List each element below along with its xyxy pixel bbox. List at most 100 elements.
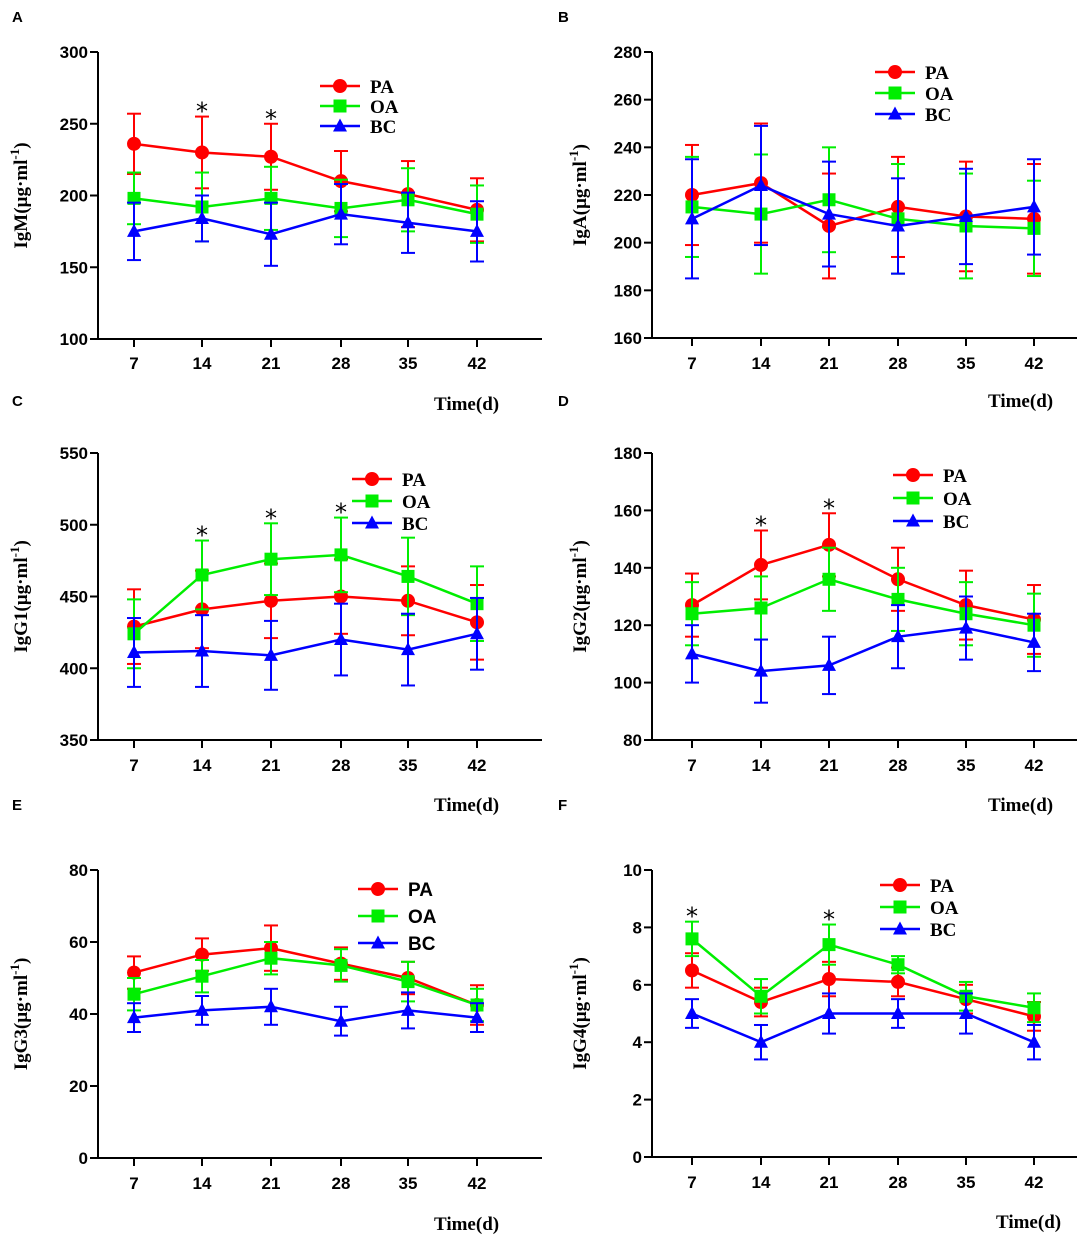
y-axis-title-sup: -1: [7, 149, 22, 160]
y-axis-title-close: ): [11, 540, 32, 546]
y-tick-label: 0: [79, 1149, 88, 1168]
y-tick-label: 100: [614, 674, 642, 693]
data-point: [127, 1010, 141, 1024]
data-point: [401, 569, 415, 583]
y-axis-title-sup: -1: [566, 150, 581, 161]
data-point: [334, 206, 348, 220]
data-point: [127, 987, 141, 1001]
y-axis-title-close: ): [570, 957, 591, 963]
x-axis-title: Time(d): [434, 795, 499, 816]
legend-marker: [371, 935, 385, 949]
y-axis-title-main: IgG2(µg·ml: [570, 557, 591, 652]
y-axis-title-main: IgG4(µg·ml: [570, 974, 591, 1069]
series-line: [133, 595, 478, 628]
x-axis-title: Time(d): [434, 1214, 499, 1235]
x-tick-label: 42: [1025, 1173, 1044, 1192]
y-tick-label: 160: [614, 501, 642, 520]
data-point: [891, 218, 905, 232]
legend-marker: [906, 468, 920, 482]
x-tick-label: 35: [957, 756, 976, 775]
data-point: [334, 958, 348, 972]
series-line: [133, 946, 478, 1007]
y-tick-label: 240: [614, 138, 642, 157]
data-point: [1027, 1001, 1041, 1015]
legend-label: OA: [943, 489, 972, 510]
data-point: [822, 206, 836, 220]
series-line: [133, 1005, 478, 1023]
series-line: [691, 1012, 1035, 1044]
y-axis-title-sup: -1: [566, 547, 581, 558]
data-point: [685, 963, 699, 978]
legend-label: PA: [370, 77, 394, 98]
data-point: [127, 223, 141, 237]
y-tick-label: 20: [69, 1077, 88, 1096]
data-point: [822, 572, 836, 586]
y-tick-label: 40: [69, 1005, 88, 1024]
x-tick-label: 7: [687, 756, 696, 775]
data-point: [264, 647, 278, 661]
x-tick-label: 14: [752, 1173, 771, 1192]
x-tick-label: 21: [262, 756, 281, 775]
y-tick-label: 0: [633, 1148, 642, 1167]
x-tick-label: 14: [193, 756, 212, 775]
legend-label: PA: [930, 876, 954, 897]
y-axis-title-main: IgM(µg·ml: [11, 160, 32, 249]
data-point: [127, 644, 141, 658]
data-point: [401, 642, 415, 656]
y-tick-label: 220: [614, 186, 642, 205]
legend-label: OA: [370, 97, 399, 118]
x-axis-title: Time(d): [996, 1212, 1061, 1233]
y-axis-title-close: ): [11, 958, 32, 964]
data-point: [822, 1006, 836, 1019]
y-tick-label: 180: [614, 444, 642, 463]
series-bc: [685, 992, 1041, 1061]
data-point: [891, 1006, 905, 1019]
series-line: [691, 937, 1035, 1009]
y-tick-label: 100: [60, 330, 88, 349]
data-point: [401, 215, 415, 229]
series-pa: [685, 952, 1041, 1032]
x-tick-label: 21: [262, 354, 281, 373]
y-tick-label: 300: [60, 43, 88, 62]
legend-label: BC: [408, 934, 436, 955]
y-tick-label: 400: [60, 659, 88, 678]
data-point: [959, 1006, 973, 1019]
y-axis-title-close: ): [570, 144, 591, 150]
data-point: [195, 643, 209, 657]
x-tick-label: 7: [129, 1174, 138, 1193]
x-tick-label: 28: [889, 1173, 908, 1192]
significance-mark: *: [823, 494, 835, 522]
panel-b: B 160 180 200 220 240 260 280 7 14 21 28 35 42 Time(d)…: [558, 9, 1077, 412]
y-axis-title: IgG3(µg·ml-1): [7, 958, 32, 1071]
data-point: [754, 557, 768, 572]
x-tick-label: 14: [193, 354, 212, 373]
x-tick-label: 42: [1025, 756, 1044, 775]
y-tick-label: 120: [614, 616, 642, 635]
x-tick-label: 21: [820, 756, 839, 775]
data-point: [264, 149, 278, 164]
y-tick-label: 350: [60, 731, 88, 750]
data-point: [470, 223, 484, 237]
x-tick-label: 35: [399, 354, 418, 373]
x-tick-label: 35: [957, 354, 976, 373]
significance-mark: *: [755, 511, 767, 539]
data-point: [754, 601, 768, 615]
series-bc: [685, 595, 1041, 704]
series-line: [691, 577, 1035, 627]
x-tick-label: 28: [889, 756, 908, 775]
x-axis-title: Time(d): [988, 795, 1053, 816]
x-tick-label: 21: [820, 1173, 839, 1192]
legend-label: BC: [402, 514, 428, 535]
x-tick-label: 7: [129, 354, 138, 373]
y-axis-title-main: IgA(µg·ml: [570, 161, 591, 246]
data-point: [685, 607, 699, 621]
legend-marker: [906, 513, 920, 527]
series-line: [133, 632, 478, 657]
legend-marker: [371, 882, 385, 896]
data-point: [685, 932, 699, 946]
